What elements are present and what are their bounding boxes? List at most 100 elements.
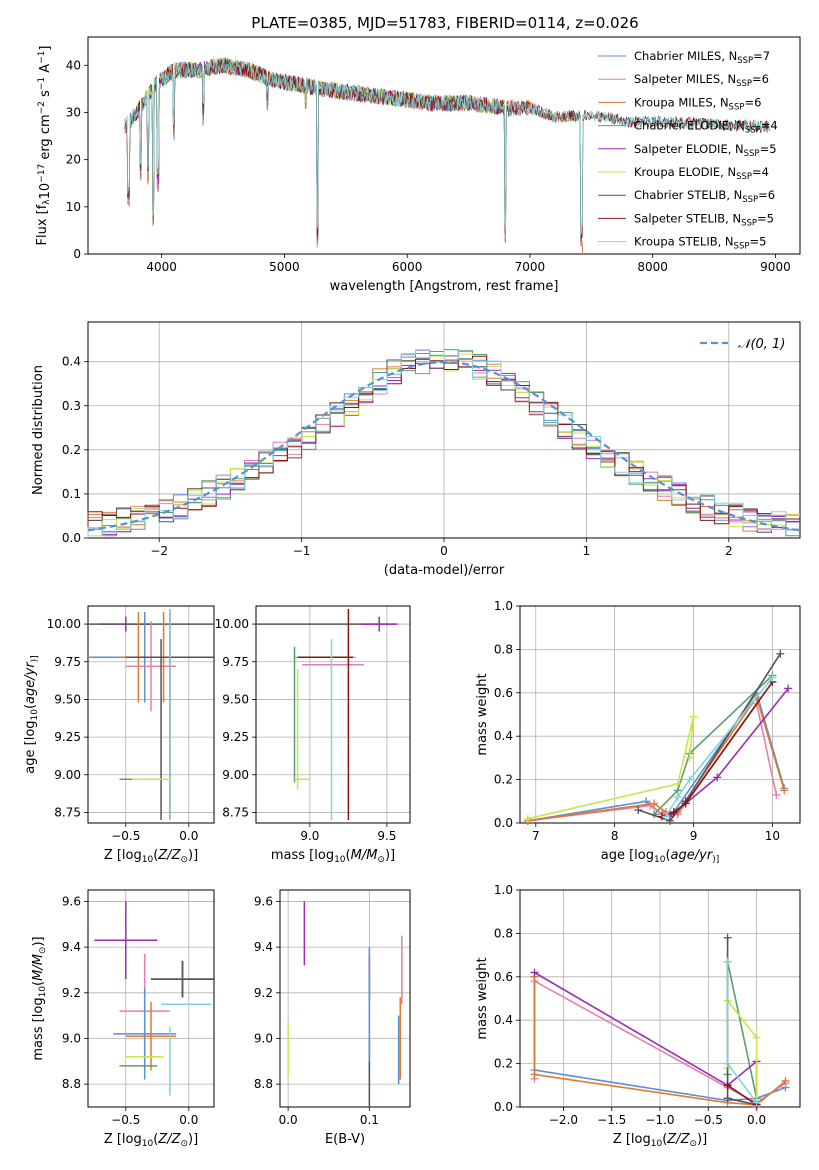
x-tick-label: 0.0 (747, 1113, 766, 1127)
y-tick-label: 0.6 (494, 686, 513, 700)
legend-text: Kroupa ELODIE, N (634, 165, 736, 179)
weight-marker (784, 684, 793, 693)
weight-marker (723, 1081, 732, 1090)
label-part: ( (153, 848, 158, 863)
label-part: 10 (142, 855, 154, 865)
label-part: Z [log (104, 848, 142, 863)
legend-value: =6 (758, 188, 775, 202)
legend-label: Kroupa ELODIE, NSSP=4 (634, 165, 769, 182)
label-part: ( (346, 848, 351, 863)
axes-frame (87, 605, 215, 824)
x-axis-label: E(B-V) (325, 1132, 365, 1147)
spectrum-lines (124, 57, 770, 254)
label-part: M/M (31, 954, 46, 981)
label-part: ( (153, 1132, 158, 1147)
y-tick-label: 9.00 (54, 768, 81, 782)
y-tick-label: 9.50 (222, 692, 249, 706)
y-tick-label: 9.0 (254, 1031, 273, 1045)
y-axis-label: Normed distribution (31, 365, 46, 495)
label-part: M/M (351, 848, 378, 863)
label-part: Z/Z (666, 1132, 690, 1147)
legend-text: Chabrier MILES, N (634, 49, 737, 63)
y-axis-label: age [log10(age/yr)] (23, 655, 40, 773)
x-tick-label: 8 (611, 829, 619, 843)
x-tick-label: −0.5 (694, 1113, 723, 1127)
y-tick-label: 8.8 (62, 1077, 81, 1091)
y-tick-label: 9.50 (54, 692, 81, 706)
age-vs-mass-panel: 9.0 9.5 8.75 9.00 9.25 9.50 9.75 10.00 mass [log… (215, 605, 411, 865)
y-tick-label: 1.0 (494, 599, 513, 613)
legend-sub: SSP (742, 195, 758, 205)
label-part: ( (662, 1132, 667, 1147)
y-tick-label: 9.2 (254, 986, 273, 1000)
y-tick-label: 8.8 (254, 1077, 273, 1091)
y-axis-label: Flux [fλ10−17 erg cm−2 s−1 A−1] (35, 46, 53, 246)
mass-weight-vs-metallicity-panel: −2.0 −1.5 −1.0 −0.5 0.0 0.0 0.2 0.4 0.6 0.8 1.0 Z [… (475, 883, 801, 1149)
label-part: 10 (651, 1139, 663, 1149)
x-tick-label: 0.0 (179, 1113, 198, 1127)
y-tick-label: 9.75 (222, 655, 249, 669)
x-axis-label: (data-model)/error (384, 563, 505, 578)
x-tick-label: −1.0 (645, 1113, 674, 1127)
legend-text: Kroupa MILES, N (634, 95, 729, 109)
weight-marker (685, 775, 694, 784)
y-tick-label: 30 (66, 105, 81, 119)
x-axis-label: wavelength [Angstrom, rest frame] (330, 279, 559, 294)
label-part: ⊙ (180, 855, 188, 865)
label-part: )] (31, 936, 46, 946)
axes-frame (279, 889, 411, 1108)
x-tick-label: −0.5 (111, 1113, 140, 1127)
weight-marker (681, 799, 690, 808)
x-tick-label: 9000 (760, 260, 791, 274)
label-part: ⊙ (38, 947, 48, 955)
label-part: )] (697, 1132, 707, 1147)
y-tick-label: 1.0 (494, 883, 513, 897)
legend-text: Salpeter MILES, N (634, 72, 736, 86)
weight-marker (523, 814, 532, 823)
errorbar-point (125, 621, 177, 712)
y-tick-label: 0 (73, 247, 81, 261)
label-part: 10 (38, 183, 53, 200)
weight-marker (781, 1076, 790, 1085)
y-tick-label: 10.00 (47, 617, 81, 631)
weight-marker (689, 712, 698, 721)
weight-marker (661, 812, 670, 821)
label-part: Z/Z (157, 848, 181, 863)
weight-marker (673, 779, 682, 788)
label-part: )] (188, 1132, 198, 1147)
figure-title: PLATE=0385, MJD=51783, FIBERID=0114, z=0… (251, 14, 638, 32)
legend-label: Kroupa MILES, NSSP=6 (634, 95, 761, 112)
label-part: ( (31, 981, 46, 986)
label-part: ( (665, 848, 670, 863)
errorbars (287, 901, 403, 1107)
label-part: −17 (37, 164, 47, 183)
x-tick-label: 5000 (269, 260, 300, 274)
x-tick-label: 4000 (146, 260, 177, 274)
weight-marker (634, 805, 643, 814)
y-tick-label: 9.25 (54, 730, 81, 744)
weight-marker (685, 753, 694, 762)
y-tick-label: 10.00 (215, 617, 249, 631)
label-part: )] (30, 655, 40, 662)
label-part: )] (385, 848, 395, 863)
y-tick-label: 0.2 (494, 1057, 513, 1071)
label-part: λ (42, 199, 52, 205)
y-tick-label: 0.1 (62, 487, 81, 501)
x-tick-label: 9.5 (377, 829, 396, 843)
weight-line-chabrier_elodie (653, 674, 773, 815)
weight-line-chabrier_stelib (638, 653, 781, 822)
legend-sub: SSP (745, 126, 761, 136)
y-tick-label: 9.2 (62, 986, 81, 1000)
weight-marker (723, 957, 732, 966)
weight-marker (723, 1094, 732, 1103)
label-part: −1 (37, 77, 47, 90)
label-part: 10 (654, 855, 666, 865)
label-part: age [log (23, 720, 38, 773)
errorbar-point (151, 960, 214, 998)
legend-value: =5 (749, 235, 766, 249)
label-part: s (38, 90, 53, 101)
x-tick-label: 0.0 (279, 1113, 298, 1127)
x-tick-label: 0 (440, 544, 448, 558)
x-tick-label: 6000 (392, 260, 423, 274)
y-tick-label: 0.4 (494, 1013, 513, 1027)
